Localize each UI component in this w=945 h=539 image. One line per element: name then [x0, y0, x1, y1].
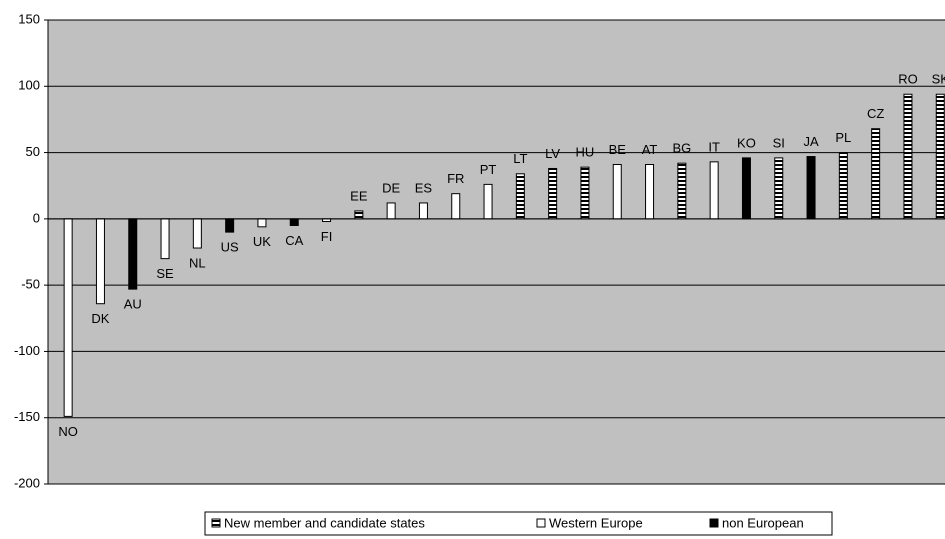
bar [354, 210, 364, 220]
bar-label: RO [898, 72, 918, 87]
bar-label: SE [156, 266, 174, 281]
bar [806, 156, 816, 220]
legend-swatch [536, 518, 546, 528]
bar [128, 218, 138, 290]
bar [386, 202, 396, 220]
bar-label: EE [350, 188, 368, 203]
bar-label: CZ [867, 106, 884, 121]
bar-label: ES [415, 180, 433, 195]
bar [741, 157, 751, 220]
bar-label: DK [91, 311, 109, 326]
bar-label: NO [58, 424, 78, 439]
y-tick-label: -50 [21, 277, 40, 292]
bar-label: UK [253, 234, 271, 249]
y-tick-label: -150 [14, 409, 40, 424]
bar [903, 93, 913, 220]
bar-label: AT [642, 142, 658, 157]
bar [418, 202, 428, 220]
bar-label: AU [124, 297, 142, 312]
bar [677, 162, 687, 220]
bar-label: SI [773, 135, 785, 150]
bar [225, 218, 235, 233]
bar [871, 128, 881, 220]
legend-label: New member and candidate states [224, 515, 425, 530]
bar [548, 167, 558, 220]
bar [645, 164, 655, 220]
bar [483, 183, 493, 220]
y-tick-label: -100 [14, 343, 40, 358]
bar [612, 164, 622, 220]
bar [515, 173, 525, 220]
bar-label: LV [545, 146, 560, 161]
bar-label: PT [480, 162, 497, 177]
legend [204, 511, 833, 536]
bar-label: FI [321, 229, 333, 244]
bar-label: HU [576, 145, 595, 160]
plot-area [47, 19, 945, 485]
y-tick-label: -200 [14, 475, 40, 490]
bar-label: CA [285, 233, 303, 248]
bar [709, 161, 719, 220]
bar [192, 218, 202, 249]
legend-label: non European [722, 515, 804, 530]
bar-label: SK [932, 72, 945, 87]
bar-label: FR [447, 171, 464, 186]
legend-swatch [709, 518, 719, 528]
y-tick-label: 50 [26, 144, 40, 159]
y-tick-label: 0 [33, 210, 40, 225]
bar [580, 166, 590, 220]
legend-label: Western Europe [549, 515, 643, 530]
bar-label: BE [609, 142, 627, 157]
bar [257, 218, 267, 228]
bar-label: JA [803, 134, 819, 149]
bar-label: KO [737, 135, 756, 150]
bar [160, 218, 170, 260]
legend-swatch [211, 518, 221, 528]
bar-label: PL [835, 130, 851, 145]
bar-label: US [221, 240, 239, 255]
bar [95, 218, 105, 305]
bar-label: IT [708, 139, 720, 154]
bar [451, 193, 461, 220]
bar-label: DE [382, 180, 400, 195]
y-tick-label: 100 [18, 78, 40, 93]
y-tick-label: 150 [18, 11, 40, 26]
bar [774, 157, 784, 220]
bar-label: NL [189, 255, 206, 270]
bar [838, 152, 848, 220]
bar [289, 218, 299, 226]
bar-label: LT [513, 151, 527, 166]
bar [935, 93, 945, 220]
bar-label: BG [672, 141, 691, 156]
bar [63, 218, 73, 417]
